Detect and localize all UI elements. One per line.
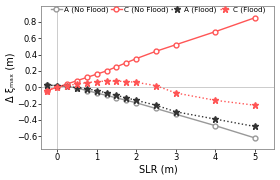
C (Flood): [75, 83, 79, 85]
A (Flood): [174, 111, 177, 113]
Line: C (Flood): C (Flood): [44, 78, 258, 108]
A (Flood): [253, 125, 256, 127]
C (Flood): [134, 81, 138, 83]
C (Flood): [253, 104, 256, 106]
A (No Flood): [174, 113, 177, 115]
C (No Flood): [105, 70, 108, 72]
C (Flood): [65, 85, 69, 87]
C (No Flood): [214, 31, 217, 33]
Line: A (No Flood): A (No Flood): [45, 83, 257, 140]
C (No Flood): [134, 58, 138, 60]
C (Flood): [105, 80, 108, 82]
Legend: A (No Flood), C (No Flood), A (Flood), C (Flood): A (No Flood), C (No Flood), A (Flood), C…: [50, 6, 266, 14]
C (No Flood): [55, 86, 59, 88]
A (No Flood): [115, 97, 118, 99]
A (Flood): [154, 104, 158, 106]
C (No Flood): [75, 80, 79, 82]
C (Flood): [115, 80, 118, 82]
C (No Flood): [125, 62, 128, 64]
C (Flood): [125, 80, 128, 83]
Line: C (No Flood): C (No Flood): [45, 15, 257, 93]
A (Flood): [95, 89, 98, 92]
A (No Flood): [105, 94, 108, 96]
C (No Flood): [174, 44, 177, 46]
C (No Flood): [115, 66, 118, 68]
A (No Flood): [154, 107, 158, 110]
C (No Flood): [85, 76, 88, 78]
A (No Flood): [85, 89, 88, 92]
C (Flood): [46, 89, 49, 92]
A (Flood): [115, 94, 118, 96]
A (No Flood): [125, 99, 128, 101]
C (Flood): [174, 92, 177, 94]
A (Flood): [75, 87, 79, 89]
C (Flood): [55, 86, 59, 88]
A (Flood): [105, 92, 108, 94]
A (No Flood): [134, 102, 138, 104]
A (No Flood): [46, 84, 49, 86]
C (Flood): [214, 99, 217, 101]
X-axis label: SLR (m): SLR (m): [139, 165, 177, 174]
Line: A (Flood): A (Flood): [44, 82, 258, 130]
A (Flood): [214, 118, 217, 120]
C (No Flood): [95, 73, 98, 75]
A (No Flood): [55, 85, 59, 87]
C (Flood): [95, 80, 98, 83]
A (Flood): [46, 84, 49, 86]
A (Flood): [55, 85, 59, 87]
C (Flood): [85, 82, 88, 84]
C (No Flood): [253, 17, 256, 19]
A (No Flood): [253, 137, 256, 139]
A (Flood): [125, 97, 128, 99]
C (No Flood): [154, 50, 158, 52]
Y-axis label: Δ ξₘₐₓ (m): Δ ξₘₐₓ (m): [6, 52, 16, 102]
A (No Flood): [214, 125, 217, 127]
A (No Flood): [65, 85, 69, 87]
A (No Flood): [95, 92, 98, 94]
A (Flood): [85, 88, 88, 90]
A (Flood): [134, 99, 138, 101]
A (Flood): [65, 85, 69, 87]
C (No Flood): [65, 83, 69, 85]
A (No Flood): [75, 87, 79, 89]
C (Flood): [154, 85, 158, 87]
C (No Flood): [46, 89, 49, 92]
